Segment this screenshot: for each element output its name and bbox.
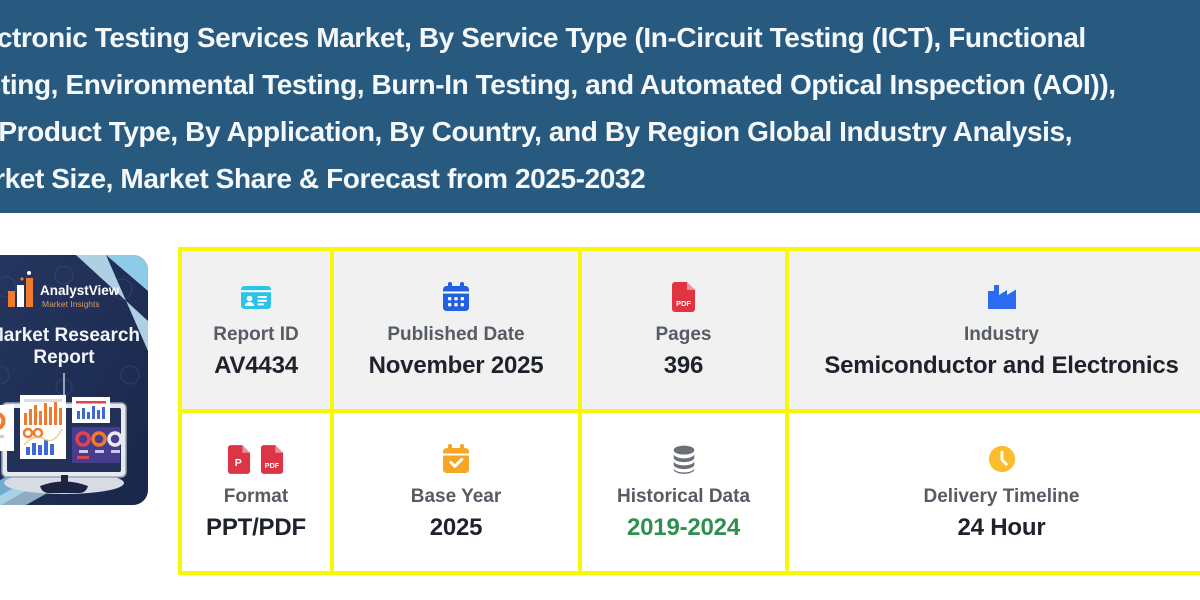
hero-banner: Electronic Testing Services Market, By S… [0,0,1200,213]
report-cover-art: AnalystView Market Insights Market Resea… [0,255,148,505]
meta-label: Pages [655,324,712,345]
analystview-logo: AnalystView Market Insights [8,271,120,309]
meta-cell-base-year: Base Year 2025 [334,413,578,571]
page-title-line-1: Electronic Testing Services Market, By S… [0,22,1086,53]
meta-cell-industry: Industry Semiconductor and Electronics [789,251,1200,409]
meta-cell-historical-data: Historical Data 2019-2024 [582,413,785,571]
svg-text:P: P [235,457,242,469]
report-cover-thumbnail: AnalystView Market Insights Market Resea… [0,255,148,505]
meta-value: 2025 [429,514,483,541]
id-card-icon [239,280,273,314]
factory-icon [986,280,1018,314]
meta-cell-delivery-timeline: Delivery Timeline 24 Hour [789,413,1200,571]
meta-cell-report-id: Report ID AV4434 [182,251,330,409]
meta-value: 2019-2024 [627,514,740,541]
meta-label: Published Date [387,324,525,345]
ppt-pdf-files-icon: P PDF [227,442,285,476]
logo-barchart-icon [8,271,33,307]
meta-value: November 2025 [368,352,544,379]
meta-value: PPT/PDF [206,514,306,541]
brand-tagline: Market Insights [42,299,100,309]
monitor-illustration [0,395,127,494]
page-title-line-3: By Product Type, By Application, By Coun… [0,116,1073,147]
screen-chart-main [20,395,66,459]
brand-name: AnalystView [40,283,120,298]
meta-value: Semiconductor and Electronics [824,352,1179,379]
pdf-file-icon: PDF [671,280,697,314]
page-title: Electronic Testing Services Market, By S… [0,14,1116,202]
database-icon [669,442,699,476]
meta-cell-pages: PDF Pages 396 [582,251,785,409]
cover-caption-line1: Market Research [0,325,140,346]
meta-value: AV4434 [214,352,298,379]
calendar-check-icon [441,442,471,476]
meta-value: 24 Hour [957,514,1046,541]
calendar-icon [441,280,471,314]
report-meta-grid: Report ID AV4434 Published Date Novem [178,247,1200,575]
meta-label: Report ID [213,324,299,345]
meta-cell-format: P PDF Format PPT/PDF [182,413,330,571]
screen-chart-purple [72,427,123,463]
meta-label: Historical Data [616,486,751,507]
meta-label: Industry [964,324,1039,345]
page-title-line-2: Testing, Environmental Testing, Burn-In … [0,69,1116,100]
meta-value: 396 [663,352,704,379]
meta-label: Base Year [410,486,502,507]
screen-chart-topright [72,397,110,423]
meta-label: Delivery Timeline [923,486,1080,507]
meta-label: Format [223,486,289,507]
cover-caption-line2: Report [33,347,95,368]
svg-text:PDF: PDF [265,461,280,470]
svg-text:PDF: PDF [676,299,691,308]
clock-icon [987,442,1017,476]
page-title-line-4: Market Size, Market Share & Forecast fro… [0,163,646,194]
screen-chart-left [0,405,14,451]
meta-cell-published-date: Published Date November 2025 [334,251,578,409]
